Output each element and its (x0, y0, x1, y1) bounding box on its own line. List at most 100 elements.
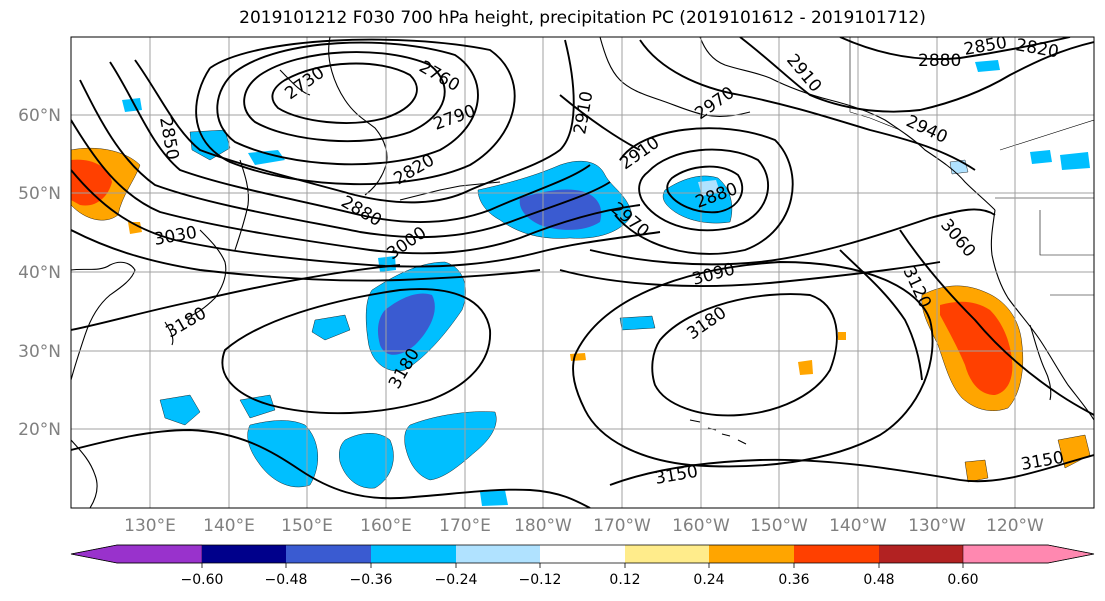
precip-area (1057, 434, 1091, 469)
lon-label: 140°E (203, 516, 255, 536)
precip-area (378, 256, 396, 272)
contour-line (271, 62, 418, 124)
gridlines (71, 37, 1094, 508)
colorbar-segment (371, 545, 456, 563)
colorbar-segment (286, 545, 371, 563)
border (1039, 210, 1094, 256)
precip-area (798, 360, 813, 375)
lat-label: 30°N (18, 342, 61, 362)
colorbar-tick-label: 0.12 (609, 572, 640, 588)
colorbar-tick-label: −0.36 (350, 572, 393, 588)
contour-line (609, 454, 1094, 486)
precip-area (570, 353, 586, 361)
coastline (990, 209, 1094, 421)
colorbar-segment (962, 544, 1095, 564)
colorbar-segment (540, 545, 625, 563)
lon-label: 180°W (514, 516, 572, 536)
colorbar-segment (709, 545, 794, 563)
precip-area (71, 159, 112, 206)
contour-line (109, 61, 591, 223)
contour-line (651, 293, 838, 417)
coastline (234, 159, 249, 251)
precip-area (1060, 152, 1090, 170)
contour-line (839, 37, 1071, 61)
colorbar-ticks (201, 563, 964, 568)
colorbar-tick-label: 0.60 (947, 572, 978, 588)
lon-label: 170°W (593, 516, 651, 536)
coastline (164, 321, 174, 346)
precip-area (128, 222, 142, 234)
coastline (599, 37, 751, 117)
coastline (184, 229, 227, 319)
precip-area (975, 60, 1000, 72)
colorbar-segment (202, 545, 286, 563)
lon-label: 140°W (829, 516, 887, 536)
contour-line (899, 229, 1094, 416)
lon-label: 130°W (908, 516, 966, 536)
contour-line (839, 249, 923, 381)
contour-line (614, 127, 794, 255)
coastline (1029, 324, 1052, 401)
contour-line (134, 39, 575, 204)
lon-label: 120°W (986, 516, 1044, 536)
contour-line (639, 39, 976, 171)
contour-line (243, 51, 446, 143)
precip-area (949, 159, 969, 175)
contour-line (638, 148, 769, 232)
contour-line (559, 261, 941, 287)
colorbar-segment (879, 545, 963, 563)
contour-line (71, 264, 401, 331)
lon-label: 150°W (750, 516, 808, 536)
border (849, 111, 901, 131)
contour-line (195, 38, 516, 186)
contour-line (572, 261, 934, 468)
colorbar-outline (70, 544, 1095, 564)
contour-line (666, 165, 744, 214)
map-title: 2019101212 F030 700 hPa height, precipit… (239, 8, 926, 28)
lat-label: 20°N (18, 420, 61, 440)
contour-line (216, 41, 479, 166)
colorbar-tick-label: −0.48 (265, 572, 308, 588)
contour-line (589, 208, 996, 266)
colorbar-segment (625, 545, 709, 563)
precip-area (189, 129, 231, 161)
colorbar-segment (456, 545, 540, 563)
lat-label: 60°N (18, 106, 61, 126)
border (999, 119, 1094, 151)
colorbar-tick-label: 0.36 (778, 572, 809, 588)
colorbar-tick-label: −0.24 (435, 572, 478, 588)
contour-label: 2850 (962, 33, 1008, 60)
colorbar-segment (70, 544, 203, 564)
lon-label: 130°E (124, 516, 176, 536)
lon-label: 160°W (672, 516, 730, 536)
longitude-labels: 130°E 140°E 150°E 160°E 170°E 180°W 170°… (124, 516, 1044, 536)
precip-area (838, 332, 846, 340)
precip-area (519, 189, 602, 230)
colorbar: −0.60 −0.48 −0.36 −0.24 −0.12 0.12 0.24 … (70, 544, 1095, 588)
height-contours (71, 37, 1094, 508)
lat-label: 50°N (18, 184, 61, 204)
lon-label: 150°E (281, 516, 333, 536)
latitude-labels: 60°N 50°N 40°N 30°N 20°N (18, 106, 61, 440)
precip-area (480, 490, 508, 506)
precip-area (964, 459, 989, 483)
colorbar-tick-label: 0.24 (693, 572, 724, 588)
colorbar-segment (794, 545, 879, 563)
precip-area (311, 314, 351, 341)
map-frame (70, 36, 1095, 509)
precip-area (159, 394, 201, 426)
coastline (328, 37, 388, 196)
lon-label: 170°E (439, 516, 491, 536)
borders (849, 37, 1094, 296)
precip-area (1030, 150, 1052, 164)
precip-area (940, 301, 1013, 395)
contour-line (71, 429, 591, 508)
precip-area (698, 180, 720, 196)
contour-line (221, 288, 491, 415)
contour-label: 2880 (918, 51, 961, 71)
precip-area (377, 293, 435, 355)
contour-line (71, 119, 641, 255)
precip-area (248, 150, 285, 165)
lon-label: 160°E (360, 516, 412, 536)
